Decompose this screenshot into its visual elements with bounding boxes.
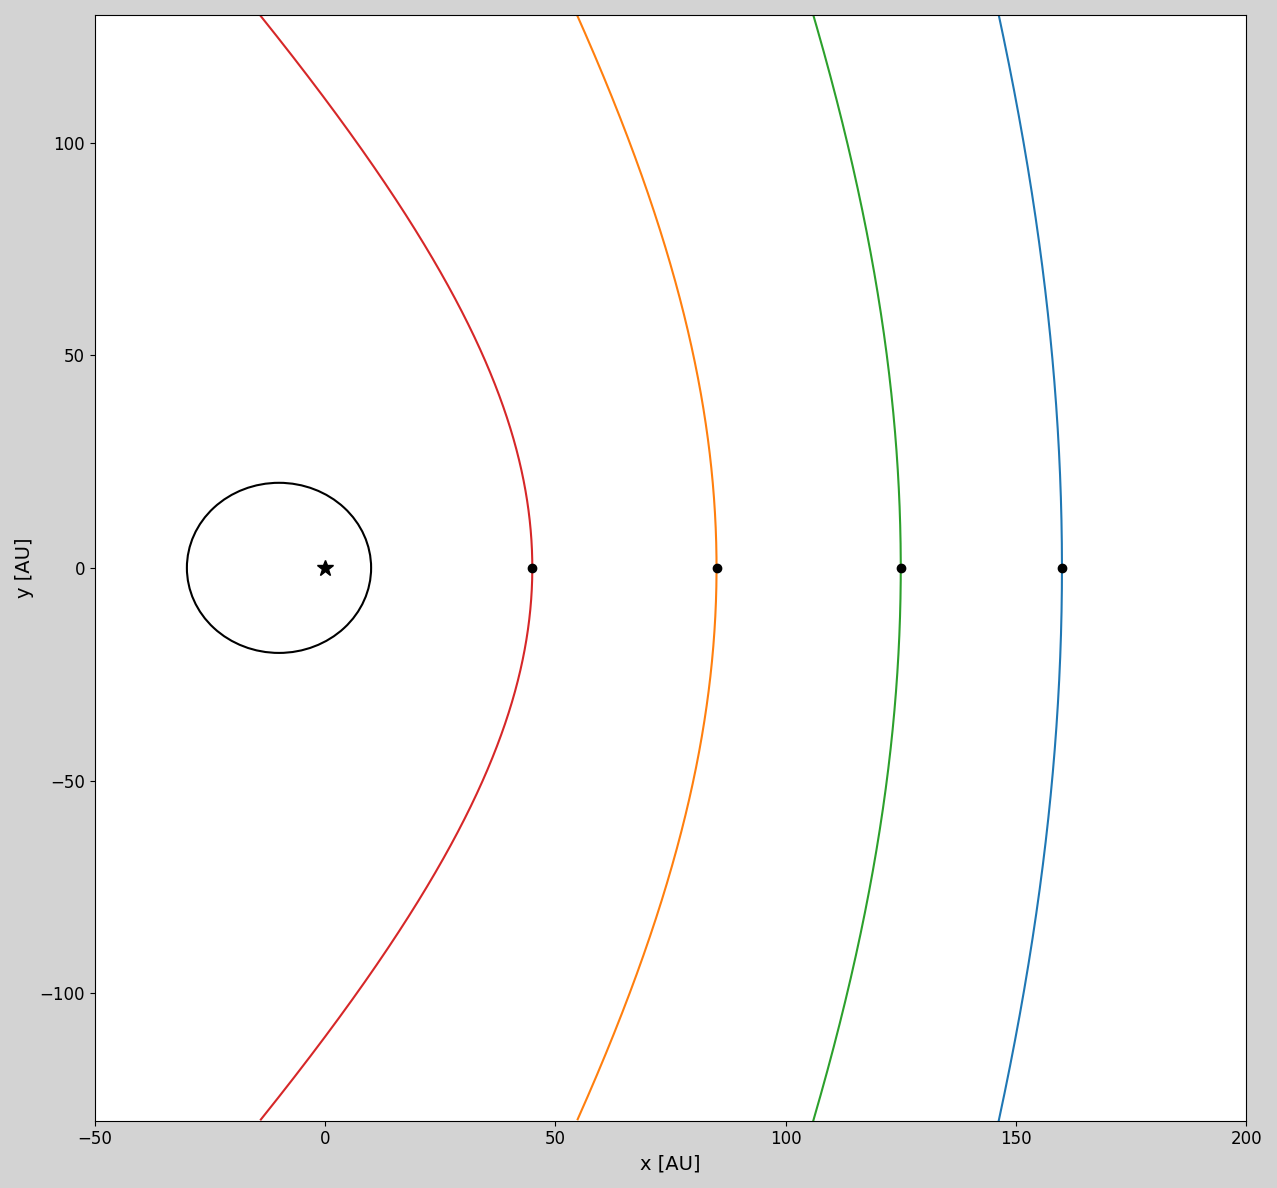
X-axis label: x [AU]: x [AU] [640, 1154, 701, 1173]
Y-axis label: y [AU]: y [AU] [15, 538, 34, 598]
